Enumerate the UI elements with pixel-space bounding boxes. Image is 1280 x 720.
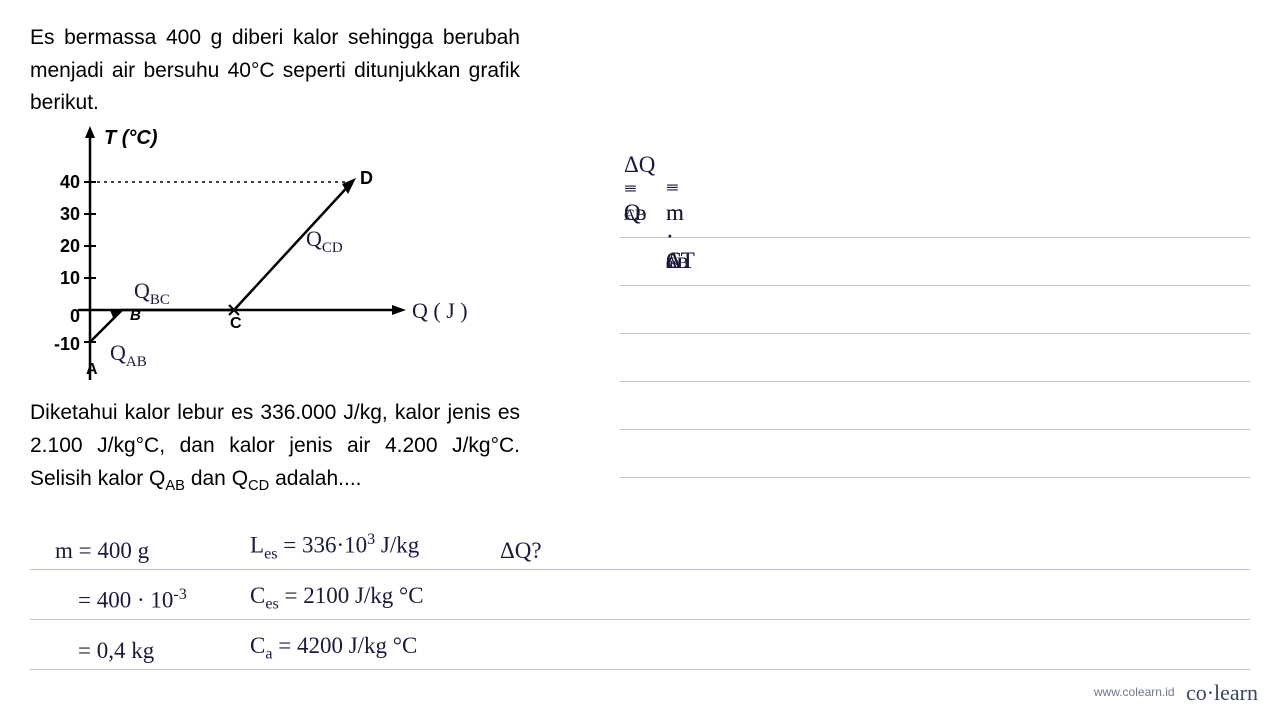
footer-url: www.colearn.id <box>1094 685 1175 699</box>
point-a-label: A <box>86 361 98 378</box>
point-c-label: C <box>230 315 242 332</box>
hw-line-2: = m · Ca · ΔTCD − m · Ces ΔTAB <box>620 238 1250 286</box>
ytick-30: 30 <box>60 204 80 224</box>
hw-row-3: = 0,4 kg Ca = 4200 J/kg °C <box>30 620 1250 670</box>
hw-line-4 <box>620 334 1250 382</box>
ytick-20: 20 <box>60 236 80 256</box>
y-axis-arrow <box>85 126 95 138</box>
ytick-40: 40 <box>60 172 80 192</box>
hw-row-2: = 400 · 10-3 Ces = 2100 J/kg °C <box>30 570 1250 620</box>
hw-row-1: m = 400 g Les = 336·103 J/kg ΔQ? <box>30 520 1250 570</box>
x-axis-arrow <box>392 305 406 315</box>
problem-statement-top: Es bermassa 400 g diberi kalor sehingga … <box>30 22 520 120</box>
ytick-10: 10 <box>60 268 80 288</box>
hw-line-3 <box>620 286 1250 334</box>
footer-logo: co·learn <box>1186 680 1258 705</box>
handwritten-given: m = 400 g Les = 336·103 J/kg ΔQ? = 400 ·… <box>30 520 1250 670</box>
footer: www.colearn.id co·learn <box>1094 680 1258 706</box>
label-qab: QAB <box>110 340 147 370</box>
ytick-0: 0 <box>70 306 80 326</box>
point-d-label: D <box>360 168 373 188</box>
heat-temperature-chart: 40 30 20 10 0 -10 T (°C) B C A D <box>30 120 490 390</box>
hw-line-5 <box>620 382 1250 430</box>
ytick-neg10: -10 <box>54 334 80 354</box>
chart-svg: 40 30 20 10 0 -10 T (°C) B C A D <box>30 120 490 390</box>
label-qbc: QBC <box>134 278 170 308</box>
x-axis-label: Q ( J ) <box>412 298 468 323</box>
y-axis-label: T (°C) <box>104 127 158 149</box>
hw-line-6 <box>620 430 1250 478</box>
label-qcd: QCD <box>306 226 343 256</box>
point-b-label: B <box>130 307 141 324</box>
handwritten-derivation: ΔQ = QCD − QAB = m · Ca · ΔTCD − m · Ces… <box>620 190 1250 478</box>
problem-text: Es bermassa 400 g diberi kalor sehingga … <box>30 26 520 114</box>
problem-statement-bottom: Diketahui kalor lebur es 336.000 J/kg, k… <box>30 396 520 499</box>
hw-line-1: ΔQ = QCD − QAB <box>620 190 1250 238</box>
